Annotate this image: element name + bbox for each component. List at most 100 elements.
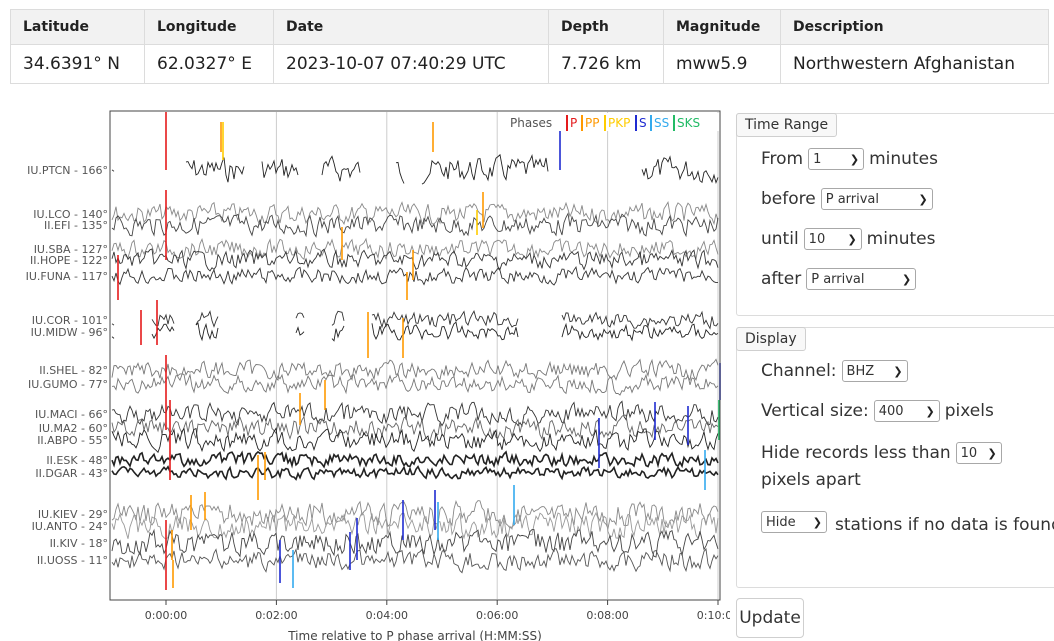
station-label: IU.KIEV - 29° xyxy=(38,508,108,521)
x-tick-label: 0:04:00 xyxy=(366,609,408,622)
hide-records-unit-row: pixels apart xyxy=(761,470,861,490)
station-label: IU.FUNA - 117° xyxy=(26,270,108,283)
seismogram-trace xyxy=(111,414,719,442)
from-select[interactable]: 1 ❯ xyxy=(808,148,865,170)
phase-legend-label: S xyxy=(639,116,647,130)
header-longitude: Longitude xyxy=(144,9,274,45)
phase-legend-label: P xyxy=(570,116,577,130)
station-label: IU.PTCN - 166° xyxy=(27,164,108,177)
chevron-down-icon: ❯ xyxy=(987,446,997,460)
header-date: Date xyxy=(273,9,549,45)
station-labels: IU.PTCN - 166° IU.LCO - 140°II.EFI - 135°… xyxy=(26,164,108,567)
x-axis-ticks: 0:00:00 0:02:00 0:04:00 0:06:00 0:08:00 0:10:… xyxy=(145,600,730,622)
station-label: IU.GUMO - 77° xyxy=(28,378,108,391)
station-label: IU.ANTO - 24° xyxy=(32,520,108,533)
seismogram-trace xyxy=(111,310,719,330)
time-grid-lines xyxy=(275,112,719,599)
header-depth: Depth xyxy=(548,9,664,45)
phase-legend-label: SS xyxy=(654,116,669,130)
chevron-down-icon: ❯ xyxy=(847,232,857,246)
x-tick-label: 0:06:00 xyxy=(476,609,518,622)
seismogram-trace xyxy=(111,248,719,272)
x-tick-label: 0:00:00 xyxy=(145,609,187,622)
x-tick-label: 0:08:00 xyxy=(586,609,628,622)
seismogram-trace xyxy=(111,373,719,396)
display-legend: Display xyxy=(736,327,806,351)
vertical-size-label: Vertical size: xyxy=(761,401,869,421)
phase-legend-label: PKP xyxy=(608,116,630,130)
hide-records-row: Hide records less than 10 ❯ xyxy=(761,442,1002,464)
from-unit: minutes xyxy=(869,149,938,169)
seismogram-trace xyxy=(111,450,719,469)
chevron-down-icon: ❯ xyxy=(918,192,928,206)
chevron-down-icon: ❯ xyxy=(893,364,903,378)
seismogram-trace xyxy=(111,427,719,454)
station-label: IU.SBA - 127° xyxy=(34,243,108,256)
hide-stations-select[interactable]: Hide ❯ xyxy=(761,511,827,533)
from-select-value: 1 xyxy=(813,151,822,167)
after-label: after xyxy=(761,269,802,289)
chevron-down-icon: ❯ xyxy=(902,272,912,286)
hide-stations-text: stations if no data is found xyxy=(835,512,1054,539)
before-select-value: P arrival xyxy=(825,191,880,207)
until-unit: minutes xyxy=(866,229,936,249)
vertical-size-select[interactable]: 400 ❯ xyxy=(873,400,940,422)
cell-longitude: 62.0327° E xyxy=(144,44,274,84)
display-panel: Display Channel: BHZ ❯ Vertical size: 400… xyxy=(736,327,1054,588)
x-tick-label: 0:02:00 xyxy=(255,609,297,622)
seismogram-trace xyxy=(111,528,719,558)
vertical-size-select-value: 400 xyxy=(878,403,904,419)
header-latitude: Latitude xyxy=(10,9,145,45)
cell-date: 2023-10-07 07:40:29 UTC xyxy=(273,44,549,84)
seismogram-trace xyxy=(111,500,719,530)
cell-latitude: 34.6391° N xyxy=(10,44,145,84)
station-label: II.UOSS - 11° xyxy=(37,554,108,567)
x-axis-label: Time relative to P phase arrival (H:MM:S… xyxy=(287,629,542,641)
before-select[interactable]: P arrival ❯ xyxy=(820,188,933,210)
phase-arrival-markers xyxy=(117,112,721,590)
station-label: IU.COR - 101° xyxy=(32,314,108,327)
until-select[interactable]: 10 ❯ xyxy=(803,228,862,250)
phase-legend-label: SKS xyxy=(677,116,700,130)
seismogram-trace xyxy=(111,237,719,261)
seismogram-trace xyxy=(111,212,719,238)
vertical-size-row: Vertical size: 400 ❯ pixels xyxy=(761,400,994,422)
from-label: From xyxy=(761,149,804,169)
seismogram-trace xyxy=(111,153,719,185)
until-select-value: 10 xyxy=(808,231,826,247)
station-label: II.ESK - 48° xyxy=(46,454,108,467)
from-row: From 1 ❯ minutes xyxy=(761,148,938,170)
x-tick-label: 0:10:00 xyxy=(697,609,730,622)
seismogram-trace xyxy=(111,265,719,286)
until-label: until xyxy=(761,229,799,249)
station-label: II.HOPE - 122° xyxy=(30,254,108,267)
station-label: IU.LCO - 140° xyxy=(33,208,108,221)
station-label: II.EFI - 135° xyxy=(44,219,108,232)
chevron-down-icon: ❯ xyxy=(849,152,860,166)
before-row: before P arrival ❯ xyxy=(761,188,933,210)
header-description: Description xyxy=(780,9,1049,45)
after-row: after P arrival ❯ xyxy=(761,268,917,290)
event-table: Latitude Longitude Date Depth Magnitude … xyxy=(10,9,1049,84)
seismogram-trace xyxy=(111,400,719,428)
seismogram-trace xyxy=(111,321,719,342)
channel-select-value: BHZ xyxy=(846,363,875,379)
hide-records-unit: pixels apart xyxy=(761,470,861,490)
phase-legend-label: PP xyxy=(585,116,599,130)
after-select[interactable]: P arrival ❯ xyxy=(806,268,917,290)
hide-records-select[interactable]: 10 ❯ xyxy=(955,442,1002,464)
chevron-down-icon: ❯ xyxy=(925,404,935,418)
after-select-value: P arrival xyxy=(811,271,865,287)
update-button[interactable]: Update xyxy=(736,598,804,638)
cell-magnitude: mww5.9 xyxy=(663,44,781,84)
seismogram-traces xyxy=(111,153,719,574)
hide-records-label: Hide records less than xyxy=(761,443,951,463)
channel-select[interactable]: BHZ ❯ xyxy=(841,360,908,382)
time-range-panel: Time Range From 1 ❯ minutes before P arri… xyxy=(736,113,1054,316)
station-label: II.SHEL - 82° xyxy=(39,364,108,377)
record-section-plot: Phases P PP PKP S SS SKS IU.PTCN - 166°IU.LCO… xyxy=(0,100,730,641)
plot-frame xyxy=(109,110,721,601)
before-label: before xyxy=(761,189,816,209)
seismogram-trace xyxy=(111,358,719,382)
cell-depth: 7.726 km xyxy=(548,44,664,84)
